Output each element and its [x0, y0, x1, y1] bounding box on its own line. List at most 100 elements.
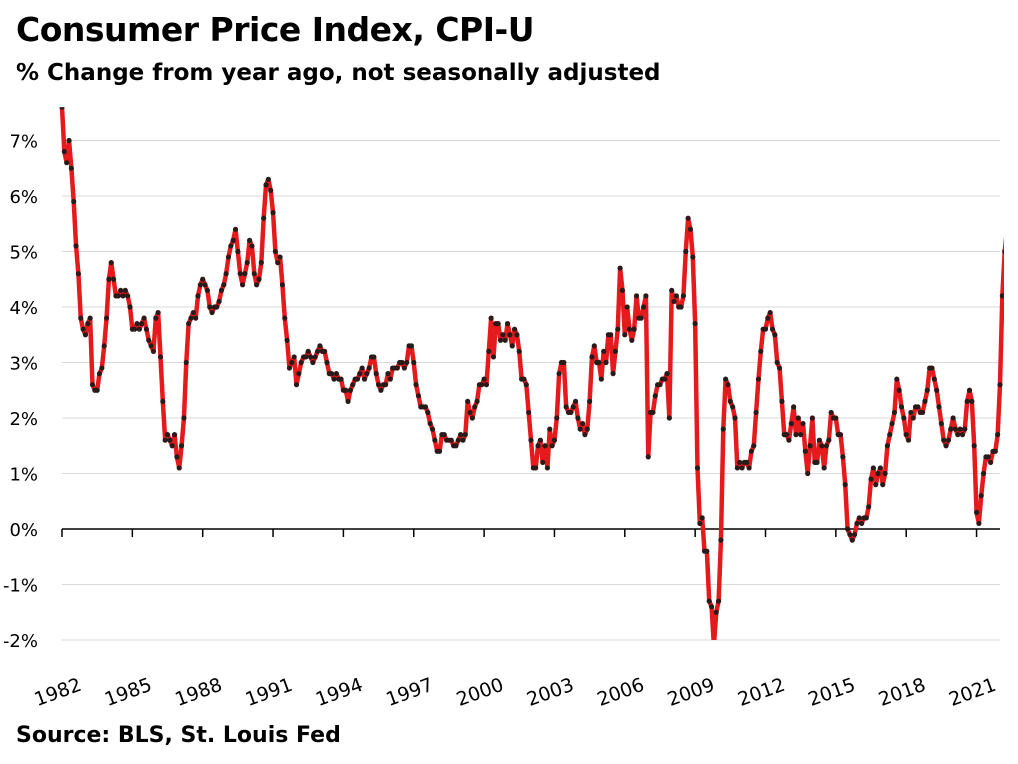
- data-point: [779, 398, 785, 404]
- data-point: [999, 293, 1004, 299]
- data-point: [678, 304, 684, 310]
- data-point: [521, 376, 527, 382]
- data-point: [950, 415, 956, 421]
- data-point: [903, 432, 909, 438]
- data-point: [889, 420, 895, 427]
- data-point: [361, 376, 368, 382]
- data-point: [964, 398, 970, 404]
- data-point: [333, 371, 339, 377]
- data-point: [980, 470, 987, 477]
- data-point: [680, 293, 687, 299]
- data-point: [528, 437, 534, 443]
- data-point: [713, 609, 719, 615]
- data-point: [579, 420, 586, 427]
- data-point: [995, 432, 1001, 438]
- data-point: [195, 293, 201, 299]
- data-point: [483, 382, 490, 388]
- data-point: [427, 420, 433, 427]
- data-point: [596, 359, 602, 366]
- data-point: [575, 415, 581, 421]
- data-point: [610, 371, 616, 377]
- data-point: [800, 420, 806, 427]
- data-point: [915, 404, 921, 410]
- data-point: [148, 343, 154, 349]
- data-point: [404, 359, 410, 366]
- x-tick-label: 2003: [524, 674, 577, 711]
- data-point: [666, 415, 672, 421]
- data-point: [774, 359, 780, 366]
- data-point: [819, 443, 825, 449]
- data-point: [540, 459, 546, 465]
- data-point: [103, 315, 110, 321]
- data-point: [307, 354, 314, 360]
- data-point: [664, 371, 670, 377]
- y-tick-label: 2%: [9, 409, 38, 430]
- data-point: [82, 332, 89, 338]
- data-point: [776, 365, 783, 371]
- data-point: [523, 382, 529, 388]
- data-point: [458, 432, 464, 438]
- data-point: [432, 437, 438, 443]
- data-point: [216, 298, 222, 305]
- data-point: [511, 326, 518, 332]
- data-point: [507, 332, 513, 338]
- data-point: [469, 415, 475, 421]
- y-tick-label: 3%: [9, 354, 38, 375]
- data-point: [805, 470, 811, 477]
- data-point: [474, 398, 480, 404]
- data-point: [929, 365, 935, 371]
- data-point: [786, 437, 792, 443]
- data-point: [167, 437, 173, 443]
- data-point: [533, 465, 539, 471]
- data-point: [268, 187, 274, 194]
- y-tick-label: 1%: [9, 465, 38, 486]
- data-point: [589, 354, 595, 360]
- data-point: [692, 321, 698, 327]
- data-point: [587, 398, 593, 404]
- data-point: [497, 337, 504, 343]
- data-point: [931, 376, 937, 382]
- y-tick-label: 5%: [9, 243, 38, 264]
- data-point: [870, 465, 876, 471]
- data-point: [650, 409, 656, 416]
- data-point: [436, 448, 443, 454]
- data-point: [854, 520, 860, 527]
- data-point: [866, 504, 872, 510]
- data-point: [188, 315, 194, 321]
- data-point: [516, 348, 522, 354]
- data-point: [61, 149, 67, 155]
- data-point: [254, 282, 260, 288]
- data-point: [315, 348, 321, 354]
- data-point: [734, 465, 740, 471]
- data-point: [683, 248, 689, 255]
- data-point: [120, 293, 126, 299]
- data-point: [582, 432, 588, 438]
- data-point: [952, 426, 959, 432]
- data-point: [844, 526, 851, 532]
- data-point: [162, 437, 168, 443]
- data-point: [563, 404, 569, 410]
- data-point: [535, 443, 541, 449]
- data-point: [467, 409, 473, 416]
- data-point: [626, 326, 633, 332]
- data-point: [214, 304, 220, 310]
- data-point: [669, 287, 675, 293]
- data-point: [584, 426, 590, 432]
- data-point: [711, 643, 716, 648]
- data-point: [997, 382, 1003, 388]
- data-point: [608, 332, 614, 338]
- data-point: [502, 337, 508, 343]
- data-point: [638, 315, 644, 321]
- data-point: [708, 604, 715, 610]
- data-point: [877, 465, 884, 471]
- data-point: [896, 387, 902, 393]
- data-point: [823, 443, 830, 449]
- data-point: [122, 287, 128, 293]
- data-point: [399, 359, 405, 366]
- data-point: [732, 415, 738, 421]
- x-tick-label: 2021: [946, 674, 999, 711]
- data-point: [849, 537, 855, 543]
- data-point: [633, 293, 640, 299]
- data-point: [324, 359, 330, 366]
- data-point: [788, 420, 794, 427]
